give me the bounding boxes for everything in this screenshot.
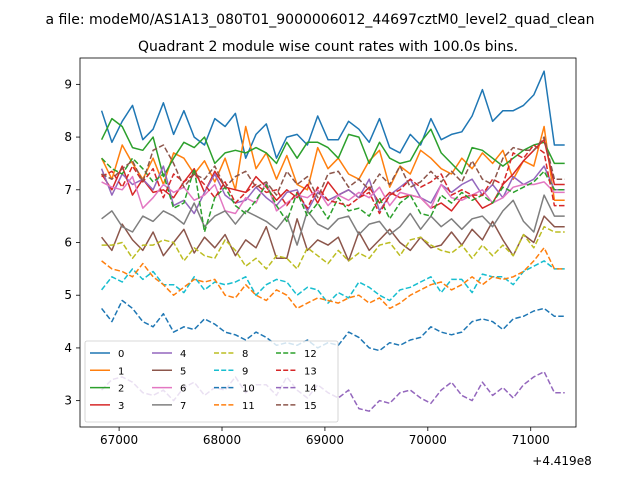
y-tick-label: 4 bbox=[64, 341, 72, 355]
y-tick-label: 5 bbox=[64, 288, 72, 302]
legend-label-12: 12 bbox=[304, 349, 317, 360]
series-line-8 bbox=[101, 225, 565, 270]
y-tick-label: 6 bbox=[64, 236, 72, 250]
legend-label-2: 2 bbox=[118, 384, 124, 395]
legend-label-10: 10 bbox=[242, 384, 255, 395]
legend-label-13: 13 bbox=[304, 366, 317, 377]
legend-label-7: 7 bbox=[180, 401, 186, 412]
series-line-15 bbox=[101, 136, 565, 199]
series-line-1 bbox=[100, 125, 565, 202]
figure-suptitle: a file: modeM0/AS1A13_080T01_9000006012_… bbox=[46, 12, 595, 28]
legend-label-14: 14 bbox=[304, 384, 317, 395]
series-line-7 bbox=[101, 194, 565, 246]
x-tick-label: 69000 bbox=[306, 433, 344, 447]
series-line-4 bbox=[100, 165, 565, 215]
legend-label-6: 6 bbox=[180, 384, 186, 395]
series-line-12 bbox=[101, 157, 565, 233]
x-tick-label: 70000 bbox=[409, 433, 447, 447]
legend-label-15: 15 bbox=[304, 401, 317, 412]
y-tick-label: 8 bbox=[64, 130, 72, 144]
x-tick-label: 67000 bbox=[100, 433, 138, 447]
series-line-9 bbox=[101, 260, 565, 304]
legend-label-1: 1 bbox=[118, 366, 124, 377]
legend-label-9: 9 bbox=[242, 366, 248, 377]
series-line-5 bbox=[101, 215, 565, 262]
legend-label-3: 3 bbox=[118, 401, 124, 412]
legend-label-5: 5 bbox=[180, 366, 186, 377]
x-tick-label: 68000 bbox=[203, 433, 241, 447]
legend-box bbox=[84, 340, 339, 423]
series-line-13 bbox=[101, 144, 565, 215]
series-line-11 bbox=[101, 247, 565, 310]
legend-label-11: 11 bbox=[242, 401, 255, 412]
x-tick-label: 71000 bbox=[512, 433, 550, 447]
y-tick-label: 3 bbox=[64, 394, 72, 408]
series-line-0 bbox=[100, 70, 565, 159]
series-line-2 bbox=[100, 117, 565, 178]
y-tick-label: 9 bbox=[64, 77, 72, 91]
legend-label-0: 0 bbox=[118, 349, 124, 360]
series-line-6 bbox=[101, 175, 565, 215]
y-axis: 3 4 5 6 7 8 9 bbox=[64, 77, 80, 408]
x-offset-label: +4.419e8 bbox=[532, 454, 591, 468]
legend-label-8: 8 bbox=[242, 349, 248, 360]
legend-label-4: 4 bbox=[180, 349, 186, 360]
y-tick-label: 7 bbox=[64, 183, 72, 197]
x-axis: 67000 68000 69000 70000 71000 bbox=[100, 427, 550, 447]
chart-title: Quadrant 2 module wise count rates with … bbox=[138, 39, 518, 55]
